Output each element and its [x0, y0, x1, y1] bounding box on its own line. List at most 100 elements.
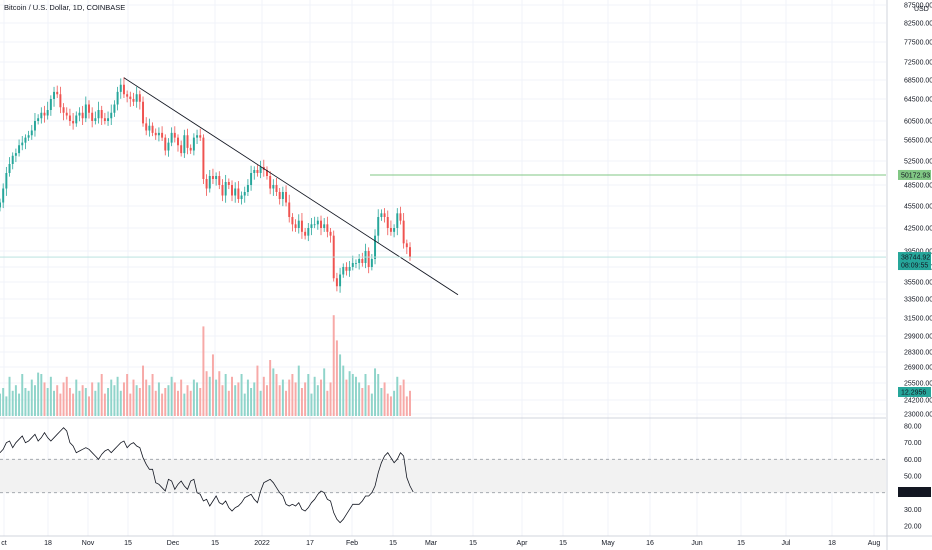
- volume-bar: [320, 379, 322, 416]
- volume-bar: [18, 393, 21, 416]
- candle-body: [110, 112, 113, 119]
- volume-bar: [300, 388, 303, 416]
- candle-body: [157, 132, 160, 136]
- volume-bar: [72, 393, 75, 416]
- price-tick-label: 82500.00: [904, 21, 932, 28]
- volume-bar: [234, 385, 237, 416]
- volume-bar: [75, 379, 78, 416]
- volume-bar: [399, 385, 402, 416]
- volume-bar: [97, 382, 100, 416]
- candle-body: [358, 259, 361, 263]
- volume-bar: [173, 382, 176, 416]
- candle-body: [215, 176, 218, 179]
- candle-body: [81, 112, 84, 119]
- candle-body: [243, 192, 246, 196]
- volume-bar: [192, 379, 195, 416]
- volume-bar: [246, 379, 249, 416]
- volume-bar: [148, 385, 151, 416]
- candle-body: [107, 118, 110, 121]
- price-tick-label: 33500.00: [904, 297, 932, 304]
- volume-bar: [259, 390, 262, 416]
- price-tick-label: 39500.00: [904, 249, 932, 256]
- volume-bar: [278, 385, 281, 416]
- candle-body: [396, 213, 399, 228]
- volume-bar: [27, 390, 30, 416]
- candle-body: [33, 121, 36, 131]
- candle-body: [278, 192, 281, 199]
- candle-body: [18, 145, 21, 154]
- candle-body: [68, 115, 71, 121]
- volume-bar: [151, 374, 154, 416]
- price-tick-label: 35500.00: [904, 280, 932, 287]
- volume-bar: [272, 368, 275, 416]
- price-tick-label: 28300.00: [904, 350, 932, 357]
- grid-lines: [0, 0, 886, 536]
- volume-bar: [40, 374, 43, 416]
- candle-body: [116, 91, 119, 105]
- candle-body: [138, 94, 141, 102]
- volume-bar: [227, 390, 230, 416]
- candle-body: [176, 137, 179, 146]
- rsi-series: [0, 427, 414, 524]
- volume-bar: [367, 385, 370, 416]
- volume-bar: [358, 382, 361, 416]
- candle-body: [370, 259, 373, 267]
- volume-bar: [157, 382, 160, 416]
- candle-body: [246, 185, 249, 192]
- price-tick-label: 26900.00: [904, 365, 932, 372]
- candle-body: [399, 213, 402, 221]
- countdown-label: 08:09:55: [901, 263, 928, 270]
- candle-body: [186, 135, 189, 148]
- price-tick-label: 64500.00: [904, 97, 932, 104]
- volume-bar: [30, 379, 33, 416]
- rsi-tick-label: 30.00: [904, 507, 922, 514]
- candle-body: [208, 176, 211, 189]
- volume-bar: [389, 396, 392, 416]
- volume-bar: [53, 390, 56, 416]
- volume-bar: [208, 376, 211, 416]
- volume-bar: [138, 388, 141, 416]
- candle-body: [393, 228, 396, 232]
- rsi-line: [0, 427, 414, 524]
- volume-bar: [348, 371, 351, 416]
- volume-bar: [377, 374, 380, 416]
- candle-body: [323, 224, 326, 228]
- candle-body: [354, 263, 357, 264]
- candle-body: [122, 84, 125, 95]
- volume-bar: [326, 390, 329, 416]
- volume-bar: [316, 385, 319, 416]
- time-tick-label: 15: [389, 540, 397, 547]
- candle-body: [285, 192, 288, 203]
- volume-bar: [253, 382, 256, 416]
- volume-bar: [170, 376, 173, 416]
- volume-bar: [5, 396, 8, 416]
- volume-bar: [211, 354, 214, 416]
- candle-body: [148, 125, 151, 131]
- time-tick-label: 15: [469, 540, 477, 547]
- candle-body: [339, 274, 342, 287]
- time-tick-label: 17: [306, 540, 314, 547]
- volume-bar: [265, 385, 268, 416]
- volume-bar: [269, 360, 272, 416]
- candle-body: [304, 231, 307, 236]
- volume-tag-bg: [898, 387, 931, 397]
- price-tick-label: 23000.00: [904, 412, 932, 419]
- volume-bar: [310, 393, 313, 416]
- time-tick-label: Mar: [425, 540, 438, 547]
- candle-body: [14, 153, 17, 156]
- candle-body: [2, 188, 5, 203]
- rsi-band: [0, 458, 886, 494]
- candle-body: [272, 185, 275, 189]
- volume-bar: [374, 368, 377, 416]
- candle-body: [145, 123, 148, 131]
- volume-bar: [8, 376, 11, 416]
- hline-tag-bg: [898, 169, 931, 180]
- candle-body: [94, 118, 97, 121]
- candle-body: [389, 228, 392, 232]
- volume-bar: [221, 385, 224, 416]
- candle-body: [300, 220, 303, 232]
- candle-body: [234, 188, 237, 196]
- price-tick-label: 77500.00: [904, 40, 932, 47]
- volume-bar: [65, 376, 68, 416]
- candle-body: [43, 112, 46, 116]
